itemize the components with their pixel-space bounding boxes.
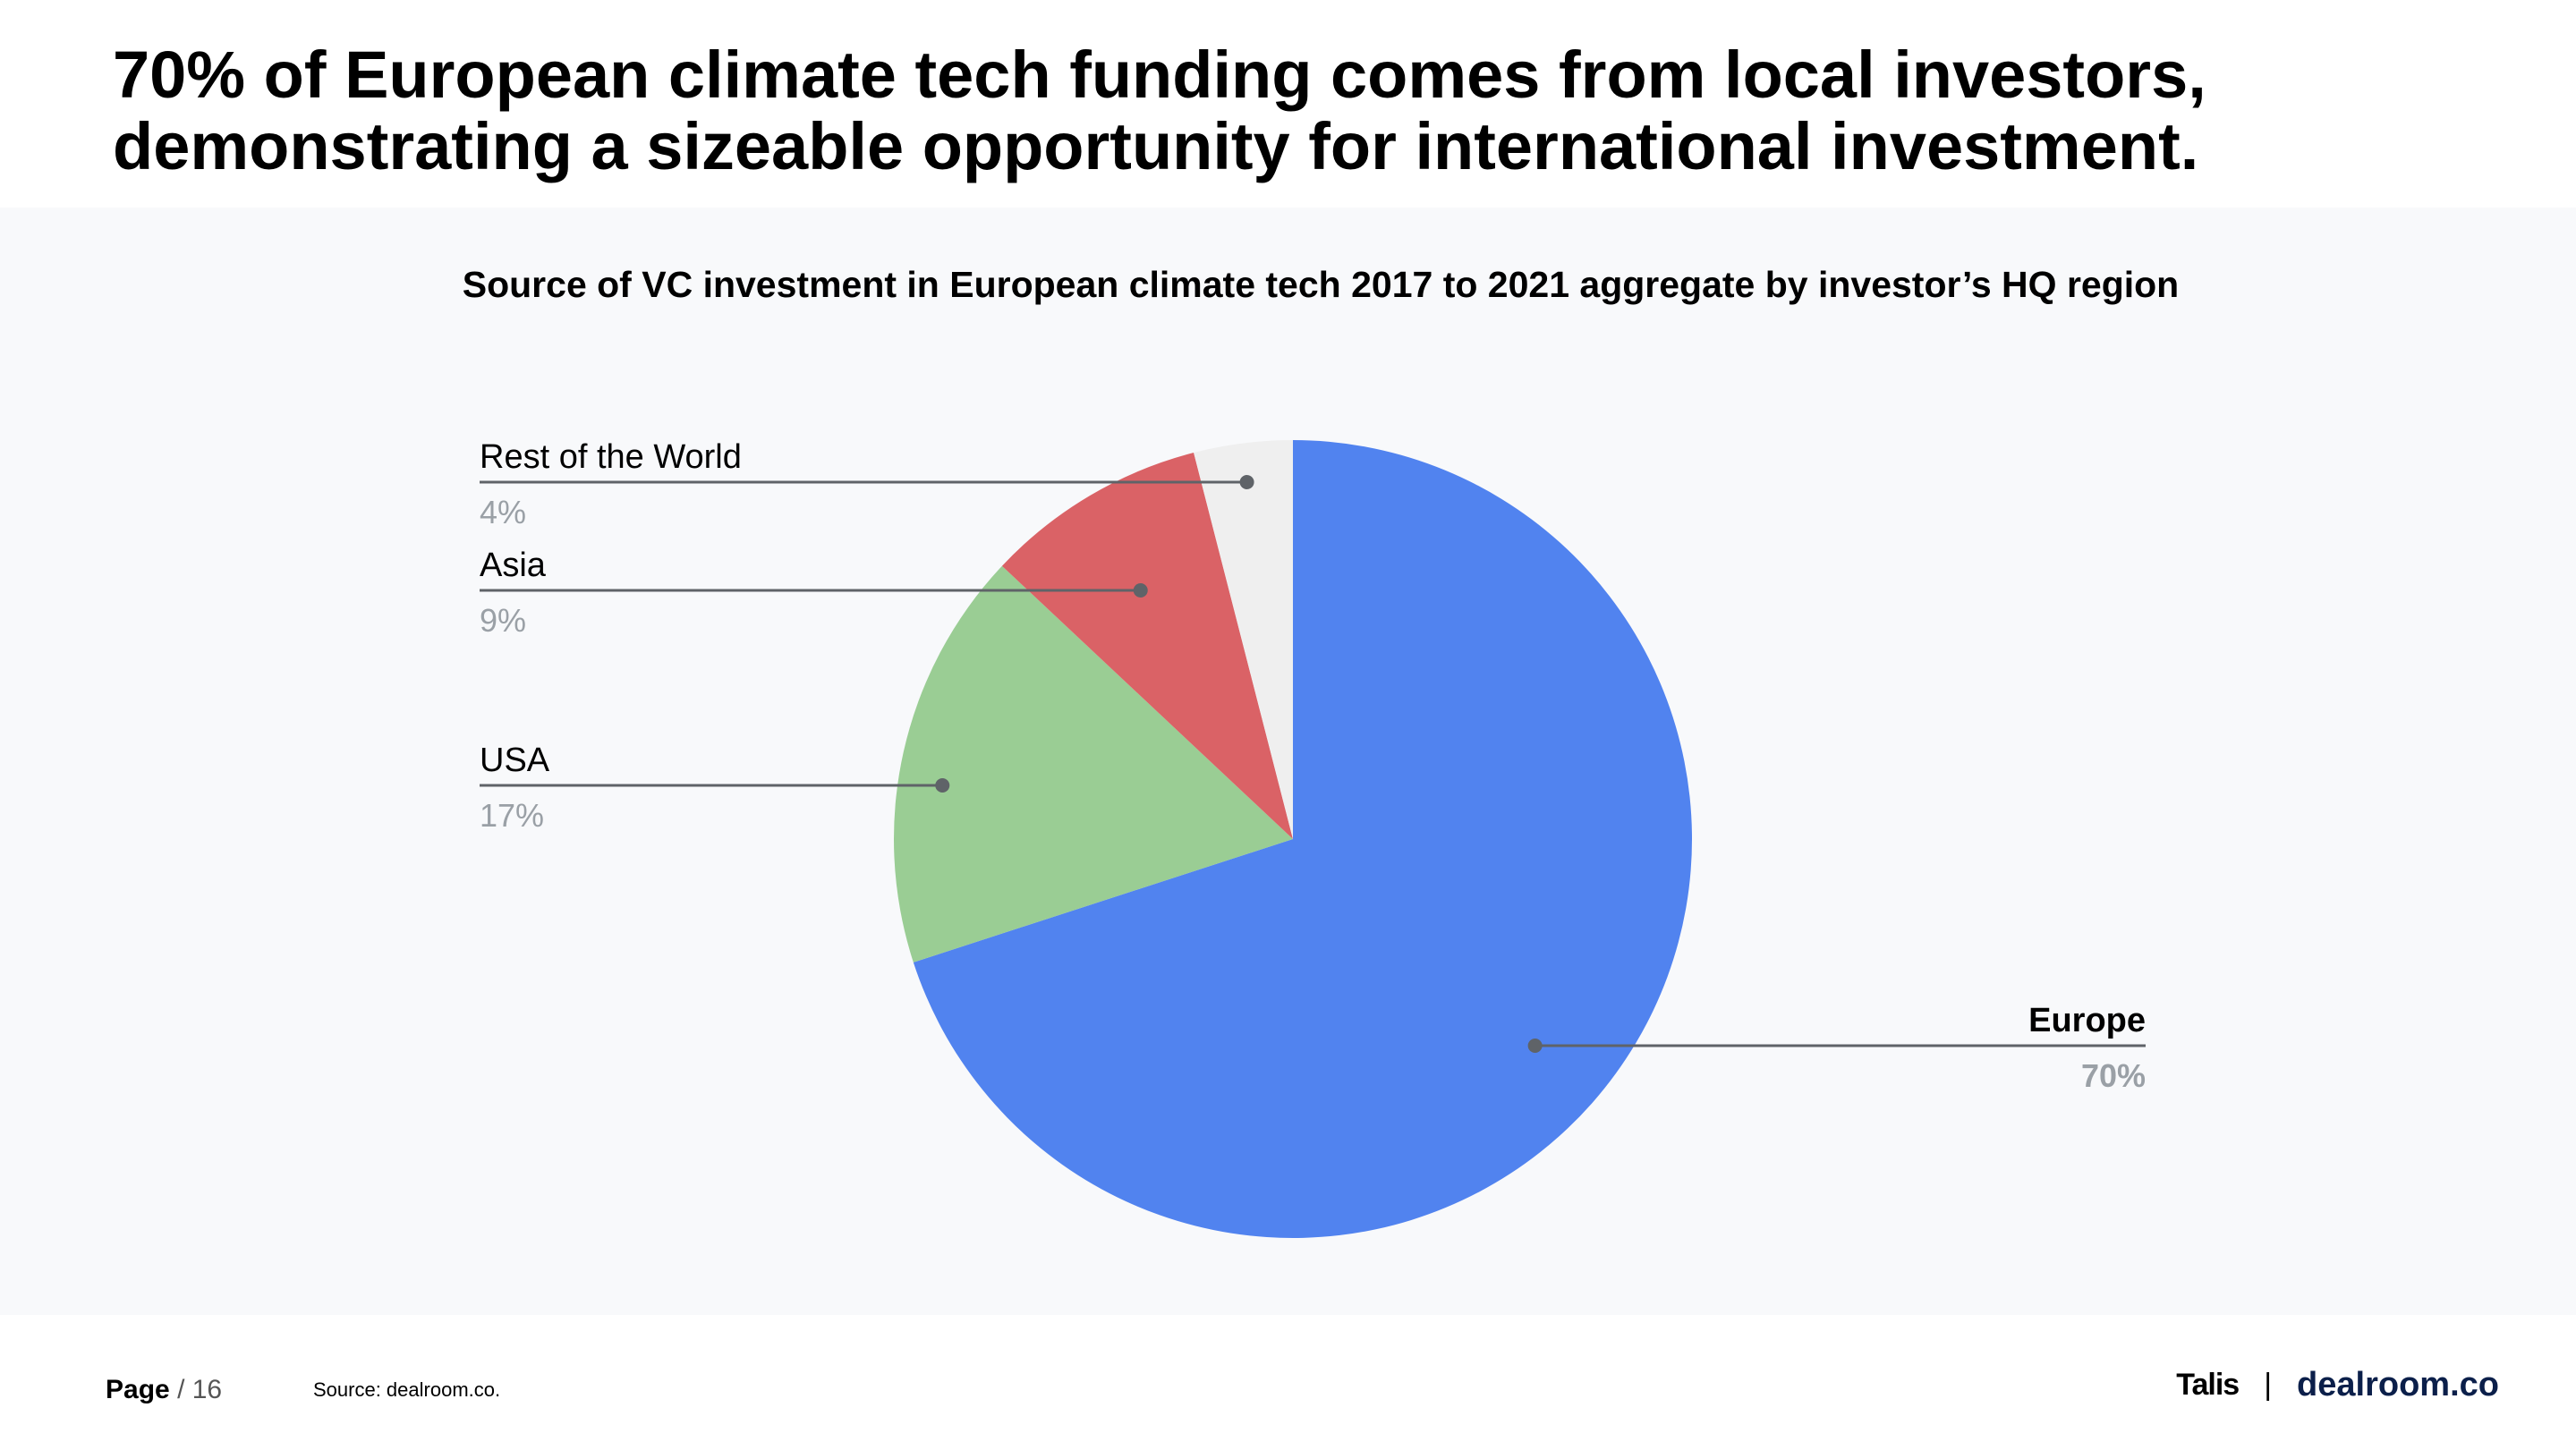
leader-dot-usa [935, 778, 950, 793]
talis-logo: Talis [2176, 1368, 2240, 1402]
slice-label-name: Europe [2028, 1002, 2146, 1039]
dealroom-logo: dealroom.co [2297, 1366, 2499, 1403]
page-indicator: Page / 16 [106, 1375, 222, 1405]
page-number: / 16 [177, 1375, 223, 1404]
pie-slice-usa [894, 565, 1293, 962]
chart-panel: Source of VC investment in European clim… [0, 208, 2576, 1315]
slice-label-name: USA [480, 742, 550, 779]
source-note: Source: dealroom.co. [313, 1378, 501, 1401]
slice-label-percent: 17% [480, 797, 544, 834]
leader-dot-asia [1133, 583, 1148, 598]
chart-title: Source of VC investment in European clim… [463, 264, 2179, 305]
slice-label-percent: 4% [480, 494, 526, 530]
slice-label-name: Rest of the World [480, 438, 742, 476]
page-headline: 70% of European climate tech funding com… [113, 38, 2206, 183]
page-label: Page [106, 1375, 170, 1404]
pie-chart: Source of VC investment in European clim… [463, 264, 2179, 1238]
pie-slices [894, 440, 1692, 1238]
leader-dot-europe [1527, 1039, 1543, 1053]
leader-dot-rest-of-the-world [1239, 475, 1254, 489]
pie-slice-rest-of-the-world [1194, 440, 1293, 839]
slice-label-percent: 9% [480, 602, 526, 639]
slice-label-name: Asia [480, 547, 547, 584]
brand-logos: Talis | dealroom.co [2176, 1366, 2499, 1404]
slice-label-percent: 70% [2081, 1057, 2146, 1094]
pie-slice-asia [1001, 453, 1293, 839]
brand-separator: | [2264, 1368, 2273, 1402]
pie-labels: Europe 70% USA 17% Asia 9% Rest of the World 4% [480, 438, 2146, 1094]
pie-slice-europe [913, 440, 1692, 1238]
